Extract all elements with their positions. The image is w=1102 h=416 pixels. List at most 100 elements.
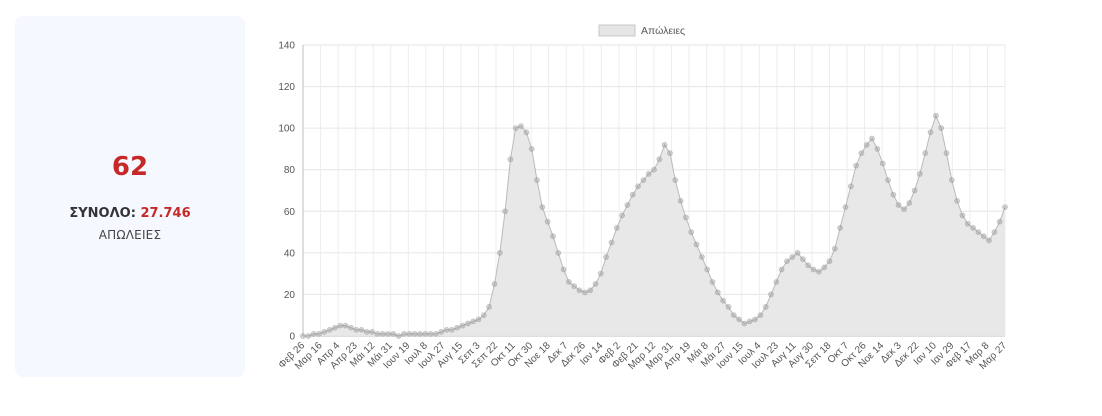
data-point[interactable] — [581, 289, 588, 296]
data-point[interactable] — [534, 177, 540, 183]
data-point[interactable] — [752, 316, 758, 323]
data-point[interactable] — [789, 254, 796, 260]
data-point[interactable] — [986, 237, 992, 244]
data-point[interactable] — [890, 191, 897, 198]
data-point[interactable] — [693, 241, 700, 248]
data-point[interactable] — [656, 156, 663, 163]
data-point[interactable] — [842, 204, 849, 210]
data-point[interactable] — [954, 197, 960, 204]
data-point[interactable] — [454, 324, 461, 331]
data-point[interactable] — [943, 150, 950, 156]
data-point[interactable] — [480, 312, 487, 319]
chart-legend[interactable]: Απώλειες — [598, 24, 685, 37]
data-point[interactable] — [363, 328, 370, 335]
data-point[interactable] — [443, 326, 450, 333]
data-point[interactable] — [486, 303, 492, 310]
data-point[interactable] — [597, 270, 604, 277]
data-point[interactable] — [348, 324, 354, 331]
data-point[interactable] — [736, 316, 742, 323]
data-point[interactable] — [874, 145, 881, 152]
data-point[interactable] — [321, 328, 328, 335]
data-point[interactable] — [1002, 204, 1008, 210]
data-point[interactable] — [374, 330, 381, 337]
data-point[interactable] — [459, 322, 466, 329]
data-point[interactable] — [725, 303, 732, 310]
data-point[interactable] — [869, 135, 875, 142]
data-point[interactable] — [901, 206, 907, 213]
data-point[interactable] — [613, 224, 620, 231]
data-point[interactable] — [539, 204, 546, 210]
data-point[interactable] — [528, 145, 535, 152]
data-point[interactable] — [895, 202, 902, 208]
data-point[interactable] — [624, 202, 631, 208]
data-point[interactable] — [411, 330, 418, 337]
data-point[interactable] — [379, 330, 386, 337]
data-point[interactable] — [885, 177, 891, 183]
data-point[interactable] — [651, 166, 657, 173]
data-point[interactable] — [576, 287, 583, 294]
data-point[interactable] — [964, 220, 971, 227]
data-point[interactable] — [938, 125, 945, 131]
data-point[interactable] — [837, 224, 843, 231]
data-point[interactable] — [667, 150, 673, 156]
data-point[interactable] — [794, 249, 801, 256]
data-point[interactable] — [433, 330, 439, 337]
data-point[interactable] — [332, 324, 338, 331]
data-point[interactable] — [682, 214, 689, 221]
data-point[interactable] — [523, 129, 530, 136]
data-point[interactable] — [970, 224, 976, 231]
data-point[interactable] — [635, 183, 641, 190]
data-point[interactable] — [821, 264, 828, 271]
data-point[interactable] — [502, 208, 508, 215]
data-point[interactable] — [991, 229, 998, 235]
data-point[interactable] — [550, 233, 556, 240]
data-point[interactable] — [757, 312, 764, 319]
data-point[interactable] — [927, 129, 934, 136]
data-point[interactable] — [555, 249, 562, 256]
data-point[interactable] — [565, 279, 572, 285]
data-point[interactable] — [305, 333, 312, 339]
data-point[interactable] — [608, 239, 615, 246]
data-point[interactable] — [326, 326, 333, 333]
data-point[interactable] — [688, 229, 695, 235]
data-point[interactable] — [800, 256, 806, 262]
data-point[interactable] — [406, 330, 413, 337]
data-point[interactable] — [385, 330, 391, 337]
data-point[interactable] — [470, 318, 477, 325]
data-point[interactable] — [810, 266, 817, 273]
data-point[interactable] — [448, 326, 455, 333]
data-point[interactable] — [571, 283, 578, 289]
data-point[interactable] — [933, 112, 939, 119]
data-point[interactable] — [629, 191, 636, 198]
data-point[interactable] — [358, 326, 365, 333]
data-point[interactable] — [784, 258, 790, 265]
data-point[interactable] — [603, 254, 609, 260]
data-point[interactable] — [906, 200, 913, 206]
data-point[interactable] — [853, 162, 859, 169]
data-point[interactable] — [879, 160, 886, 167]
data-point[interactable] — [959, 212, 966, 219]
data-point[interactable] — [512, 125, 519, 131]
data-point[interactable] — [417, 330, 423, 337]
data-point[interactable] — [917, 170, 923, 177]
data-point[interactable] — [464, 320, 471, 327]
data-point[interactable] — [592, 281, 599, 287]
data-point[interactable] — [858, 150, 865, 156]
data-point[interactable] — [831, 245, 838, 252]
data-point[interactable] — [996, 218, 1003, 225]
data-point[interactable] — [911, 187, 918, 194]
data-point[interactable] — [427, 330, 434, 337]
data-point[interactable] — [730, 312, 737, 319]
data-point[interactable] — [353, 326, 360, 333]
data-point[interactable] — [677, 197, 684, 204]
data-point[interactable] — [863, 141, 870, 148]
data-point[interactable] — [560, 266, 567, 273]
data-point[interactable] — [741, 320, 748, 327]
data-point[interactable] — [310, 330, 317, 337]
data-point[interactable] — [475, 316, 482, 323]
data-point[interactable] — [300, 333, 306, 339]
data-point[interactable] — [587, 287, 594, 294]
data-point[interactable] — [672, 177, 679, 183]
data-point[interactable] — [709, 279, 716, 285]
data-point[interactable] — [714, 289, 721, 296]
